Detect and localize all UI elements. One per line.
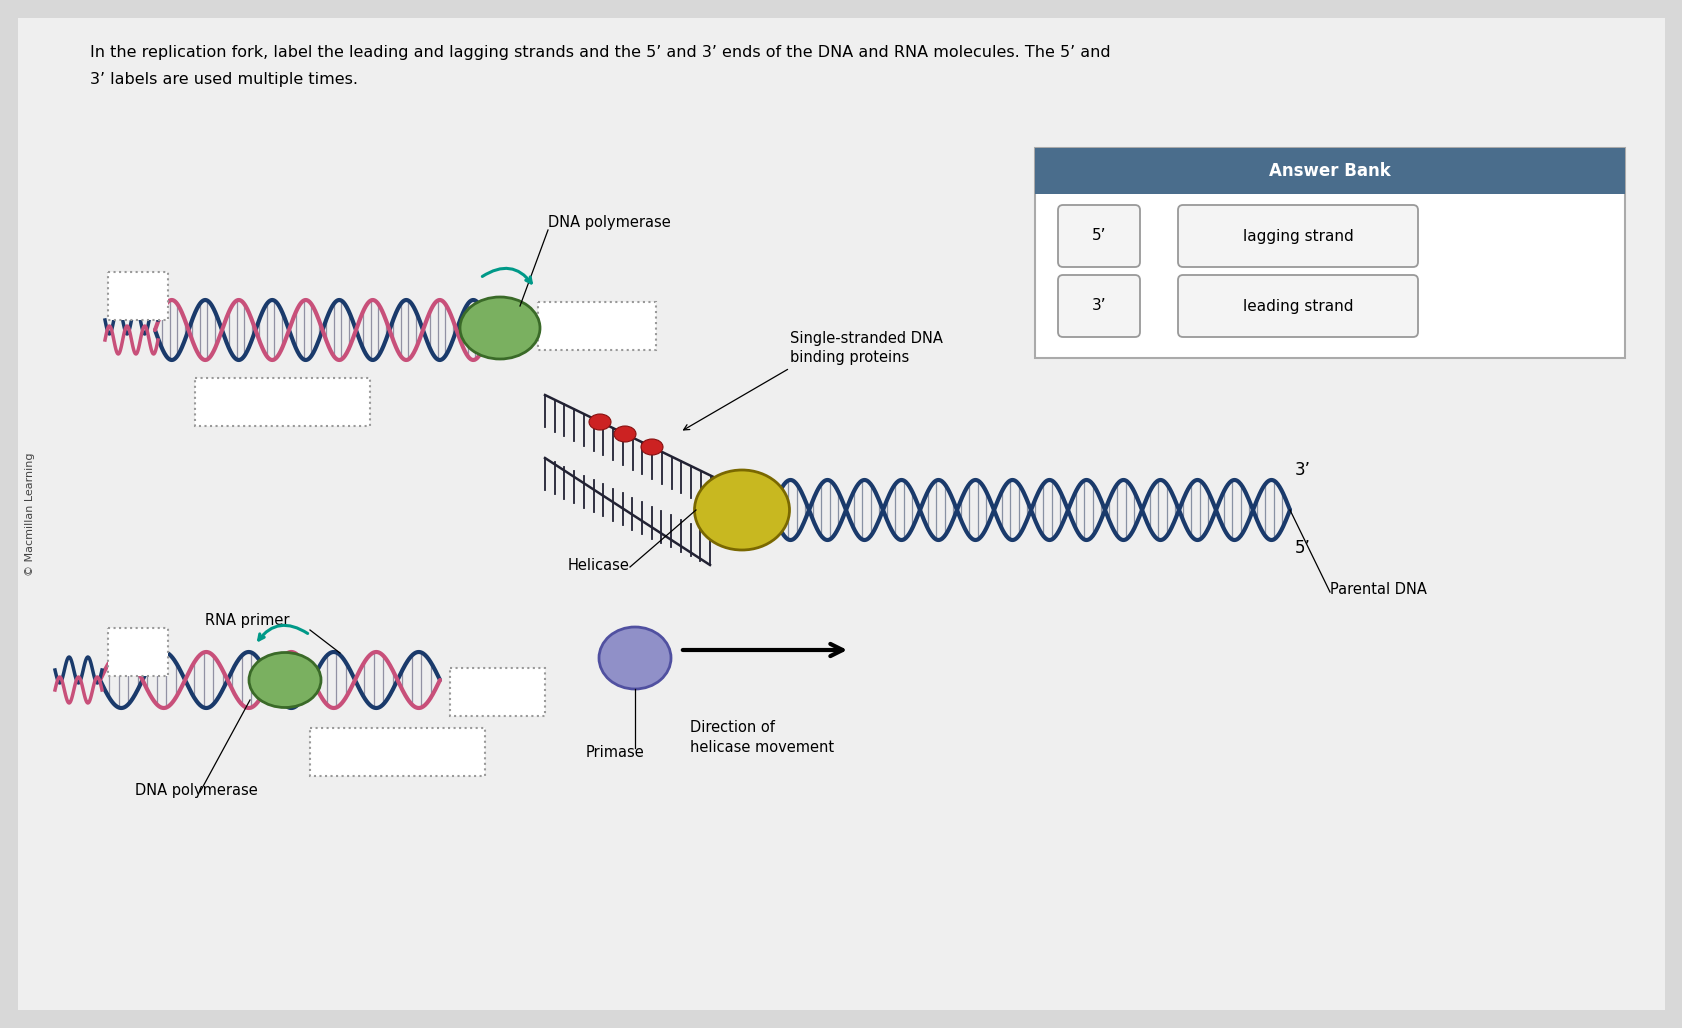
Bar <box>309 728 484 776</box>
Text: 3’: 3’ <box>1293 461 1310 479</box>
Ellipse shape <box>614 426 636 442</box>
Text: Parental DNA: Parental DNA <box>1329 583 1426 597</box>
Text: leading strand: leading strand <box>1241 298 1352 314</box>
Text: Direction of
helicase movement: Direction of helicase movement <box>690 720 834 755</box>
Ellipse shape <box>459 297 540 359</box>
Text: RNA primer: RNA primer <box>205 613 289 627</box>
Text: Single-stranded DNA
binding proteins: Single-stranded DNA binding proteins <box>789 331 942 365</box>
Bar <box>195 378 370 426</box>
Bar <box>108 628 168 676</box>
Ellipse shape <box>599 627 671 689</box>
Ellipse shape <box>695 470 789 550</box>
Text: Primase: Primase <box>585 745 644 760</box>
Text: Helicase: Helicase <box>567 557 629 573</box>
FancyBboxPatch shape <box>1058 276 1139 337</box>
Text: © Macmillan Learning: © Macmillan Learning <box>25 452 35 576</box>
Text: DNA polymerase: DNA polymerase <box>548 215 671 229</box>
Bar <box>108 272 168 320</box>
Bar <box>1034 148 1625 194</box>
Text: DNA polymerase: DNA polymerase <box>135 782 257 798</box>
Bar <box>538 302 656 350</box>
Text: Answer Bank: Answer Bank <box>1268 162 1389 180</box>
Text: 5’: 5’ <box>1293 539 1310 557</box>
FancyBboxPatch shape <box>1177 276 1418 337</box>
Bar <box>449 668 545 715</box>
Ellipse shape <box>249 653 321 707</box>
Ellipse shape <box>589 414 611 430</box>
Text: In the replication fork, label the leading and lagging strands and the 5’ and 3’: In the replication fork, label the leadi… <box>89 45 1110 60</box>
Text: 3’: 3’ <box>1092 298 1105 314</box>
Text: lagging strand: lagging strand <box>1241 228 1352 244</box>
FancyBboxPatch shape <box>1177 205 1418 267</box>
Text: 5’: 5’ <box>1092 228 1105 244</box>
FancyBboxPatch shape <box>1058 205 1139 267</box>
Ellipse shape <box>641 439 663 455</box>
FancyBboxPatch shape <box>19 19 1663 1009</box>
Bar <box>1034 148 1625 358</box>
Text: 3’ labels are used multiple times.: 3’ labels are used multiple times. <box>89 72 358 87</box>
